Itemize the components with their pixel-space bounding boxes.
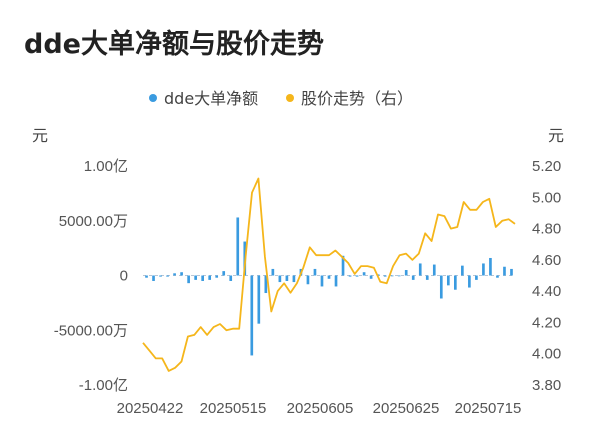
y-right-tick-label: 4.00 [532, 346, 561, 363]
bar-mark [355, 275, 359, 277]
bar-mark [510, 268, 513, 276]
bar-mark [285, 275, 289, 281]
bar-mark [369, 275, 373, 279]
bar-mark [446, 275, 450, 286]
bar-mark [208, 275, 212, 280]
bar-mark [271, 268, 275, 276]
x-tick-label: 20250625 [373, 400, 440, 417]
bar-mark [348, 275, 352, 277]
bar-mark [159, 275, 162, 277]
y-right-tick-label: 4.40 [532, 283, 561, 300]
y-right-tick-label: 4.20 [532, 314, 561, 331]
bar-mark [145, 275, 148, 278]
bar-mark [292, 275, 296, 283]
bar-mark [180, 272, 183, 276]
bar-mark [187, 275, 190, 284]
bar-mark [468, 275, 471, 288]
bar-mark [152, 275, 155, 281]
bar-mark [257, 275, 261, 324]
bar-mark [425, 275, 429, 280]
bar-mark [201, 275, 204, 281]
bar-mark [411, 275, 415, 280]
bar-mark [475, 275, 478, 280]
x-tick-label: 20250515 [200, 400, 267, 417]
y-right-tick-label: 5.20 [532, 158, 561, 175]
y-right-tick-label: 4.60 [532, 252, 561, 269]
legend-marker-line [286, 94, 294, 102]
y-left-tick-label: -5000.00万 [54, 322, 128, 339]
bar-mark [334, 275, 338, 287]
y-left-unit: 元 [32, 126, 48, 145]
bar-mark [432, 264, 436, 276]
bar-mark [454, 275, 457, 290]
bar-mark [320, 275, 324, 287]
bar-mark [229, 275, 233, 281]
price-line [142, 177, 516, 372]
bar-mark [461, 265, 464, 276]
chart-title: dde大单净额与股价走势 [24, 29, 324, 60]
bar-mark [306, 275, 310, 285]
bar-mark [482, 263, 485, 276]
bar-mark [250, 275, 254, 356]
legend-label-line: 股价走势（右） [301, 89, 413, 108]
bar-mark [166, 275, 169, 277]
x-tick-label: 20250422 [117, 400, 184, 417]
bar-mark [341, 255, 345, 276]
legend-marker-bars [149, 94, 157, 102]
bar-mark [327, 275, 331, 279]
y-right-tick-label: 4.80 [532, 221, 561, 238]
bar-mark [489, 257, 492, 276]
bar-mark [418, 263, 422, 276]
bar-mark [215, 275, 219, 278]
y-left-tick-label: 5000.00万 [59, 213, 128, 230]
bar-mark [439, 275, 443, 299]
bar-mark [390, 275, 394, 277]
y-right-tick-label: 3.80 [532, 377, 561, 394]
bar-mark [404, 270, 408, 276]
y-right-unit: 元 [548, 126, 564, 145]
x-tick-label: 20250605 [287, 400, 354, 417]
bar-mark [236, 217, 240, 276]
bar-mark [278, 275, 282, 283]
bar-mark [222, 271, 226, 276]
y-left-tick-label: 1.00亿 [84, 158, 128, 175]
bar-mark [362, 272, 366, 276]
bar-mark [194, 275, 197, 280]
x-tick-label: 20250715 [455, 400, 522, 417]
legend-label-bars: dde大单净额 [164, 89, 258, 108]
bar-mark [313, 268, 317, 276]
y-right-tick-label: 5.00 [532, 189, 561, 206]
y-left-tick-label: 0 [120, 268, 128, 285]
bar-mark [496, 275, 499, 278]
bar-mark [264, 275, 268, 294]
bar-mark [503, 266, 506, 276]
bar-mark [397, 275, 401, 277]
bar-mark [173, 273, 176, 276]
y-left-tick-label: -1.00亿 [79, 377, 128, 394]
bar-mark [383, 275, 387, 277]
